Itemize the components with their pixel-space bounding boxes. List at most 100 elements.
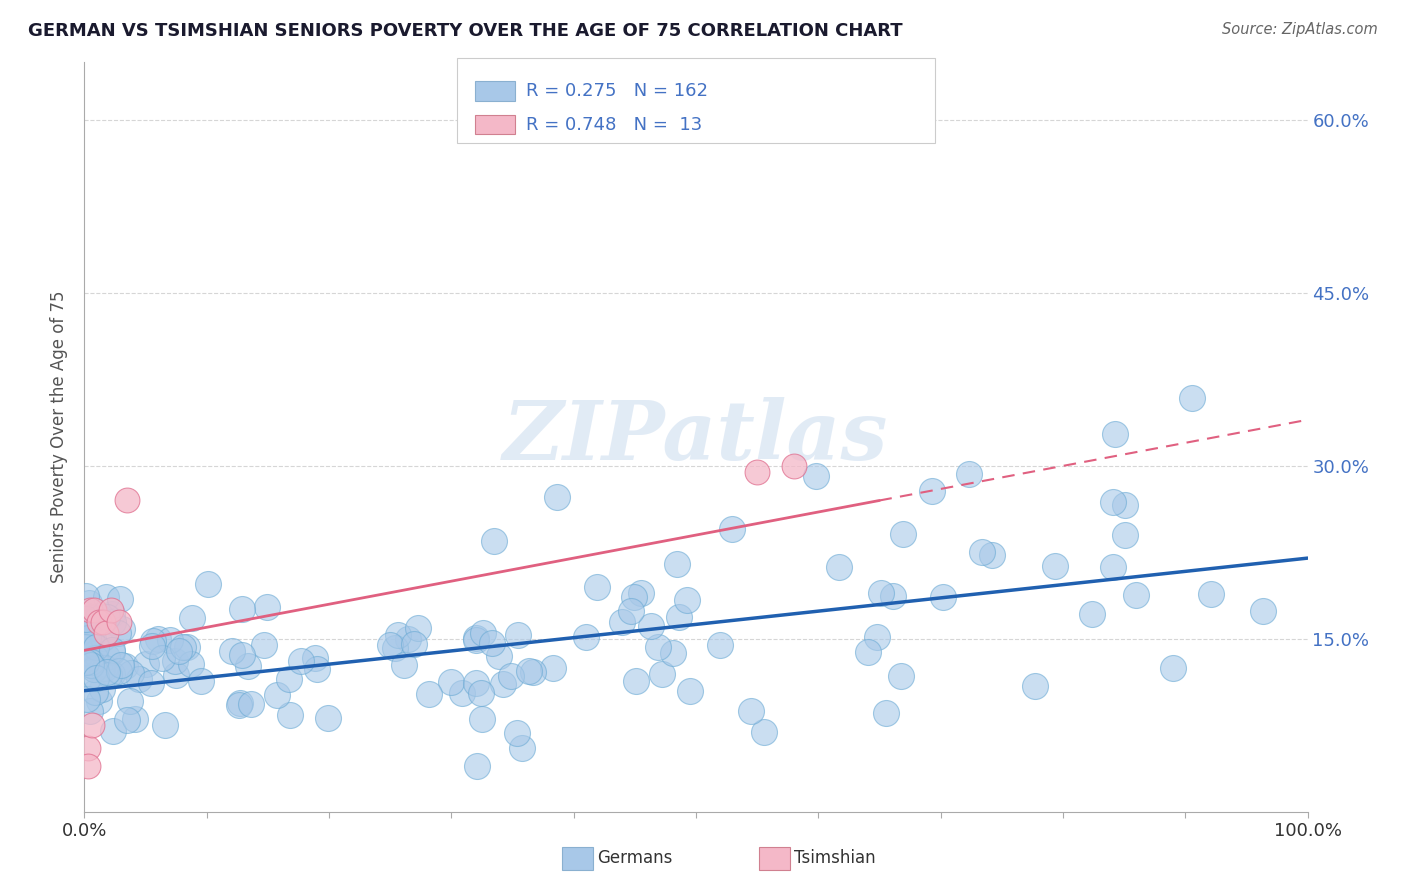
Point: [84, 660, 107, 674]
Point: [506, 628, 529, 642]
Point: [139, 676, 162, 690]
Point: [875, 706, 897, 721]
Point: [1199, 587, 1222, 601]
Point: [80, 654, 103, 668]
Point: [647, 640, 669, 654]
Point: [75, 589, 97, 603]
Point: [472, 626, 495, 640]
Point: [87, 615, 110, 629]
Point: [640, 619, 662, 633]
Point: [470, 686, 492, 700]
Point: [662, 646, 685, 660]
Text: Source: ZipAtlas.com: Source: ZipAtlas.com: [1222, 22, 1378, 37]
Point: [623, 591, 645, 605]
Point: [76, 631, 98, 645]
Point: [406, 620, 429, 634]
Point: [172, 640, 194, 654]
Point: [96, 626, 118, 640]
Point: [96, 665, 118, 679]
Point: [882, 590, 904, 604]
Point: [75, 640, 97, 655]
Point: [981, 548, 1004, 562]
Point: [612, 615, 634, 629]
Point: [231, 648, 253, 662]
Point: [96, 649, 118, 664]
Point: [783, 458, 806, 473]
Point: [117, 713, 139, 727]
Point: [747, 465, 769, 479]
Point: [107, 615, 129, 629]
Point: [146, 632, 169, 646]
Point: [665, 557, 688, 571]
Point: [721, 522, 744, 536]
Point: [84, 651, 107, 665]
Point: [499, 669, 522, 683]
Point: [83, 684, 105, 698]
Point: [100, 603, 122, 617]
Point: [101, 643, 124, 657]
Point: [471, 712, 494, 726]
Point: [80, 657, 103, 672]
Point: [221, 643, 243, 657]
Point: [651, 666, 673, 681]
Point: [101, 724, 124, 739]
Point: [124, 712, 146, 726]
Point: [464, 632, 486, 646]
Point: [869, 585, 891, 599]
Point: [488, 649, 510, 664]
Point: [96, 590, 118, 604]
Point: [921, 484, 943, 499]
Point: [75, 612, 97, 626]
Point: [91, 615, 114, 629]
Point: [97, 667, 120, 681]
Point: [110, 658, 132, 673]
Point: [79, 609, 101, 624]
Point: [101, 644, 124, 658]
Point: [75, 655, 97, 669]
Point: [77, 741, 100, 756]
Point: [932, 591, 955, 605]
Point: [79, 704, 101, 718]
Point: [866, 630, 889, 644]
Point: [108, 592, 131, 607]
Point: [252, 638, 274, 652]
Point: [115, 493, 138, 508]
Point: [1114, 527, 1136, 541]
Point: [236, 658, 259, 673]
Point: [176, 640, 198, 655]
Point: [378, 638, 401, 652]
Point: [492, 677, 515, 691]
Point: [1045, 558, 1067, 573]
Point: [107, 625, 129, 640]
Point: [465, 633, 488, 648]
Point: [91, 661, 114, 675]
Point: [90, 681, 112, 696]
Point: [87, 694, 110, 708]
Point: [77, 758, 100, 772]
Point: [76, 692, 98, 706]
Point: [959, 467, 981, 481]
Text: GERMAN VS TSIMSHIAN SENIORS POVERTY OVER THE AGE OF 75 CORRELATION CHART: GERMAN VS TSIMSHIAN SENIORS POVERTY OVER…: [28, 22, 903, 40]
Point: [668, 610, 690, 624]
Point: [806, 469, 828, 483]
Point: [142, 634, 165, 648]
Point: [1104, 426, 1126, 441]
Point: [278, 708, 301, 723]
Point: [440, 675, 463, 690]
Point: [96, 610, 118, 624]
Point: [541, 661, 564, 675]
Point: [79, 655, 101, 669]
Point: [679, 684, 702, 698]
Point: [1181, 391, 1204, 405]
Point: [165, 668, 187, 682]
Point: [101, 666, 124, 681]
Point: [80, 631, 103, 645]
Point: [153, 718, 176, 732]
Point: [190, 674, 212, 689]
Point: [290, 654, 312, 668]
Point: [484, 533, 506, 548]
Point: [1024, 679, 1046, 693]
Point: [402, 637, 425, 651]
Point: [83, 603, 105, 617]
Point: [150, 651, 173, 665]
